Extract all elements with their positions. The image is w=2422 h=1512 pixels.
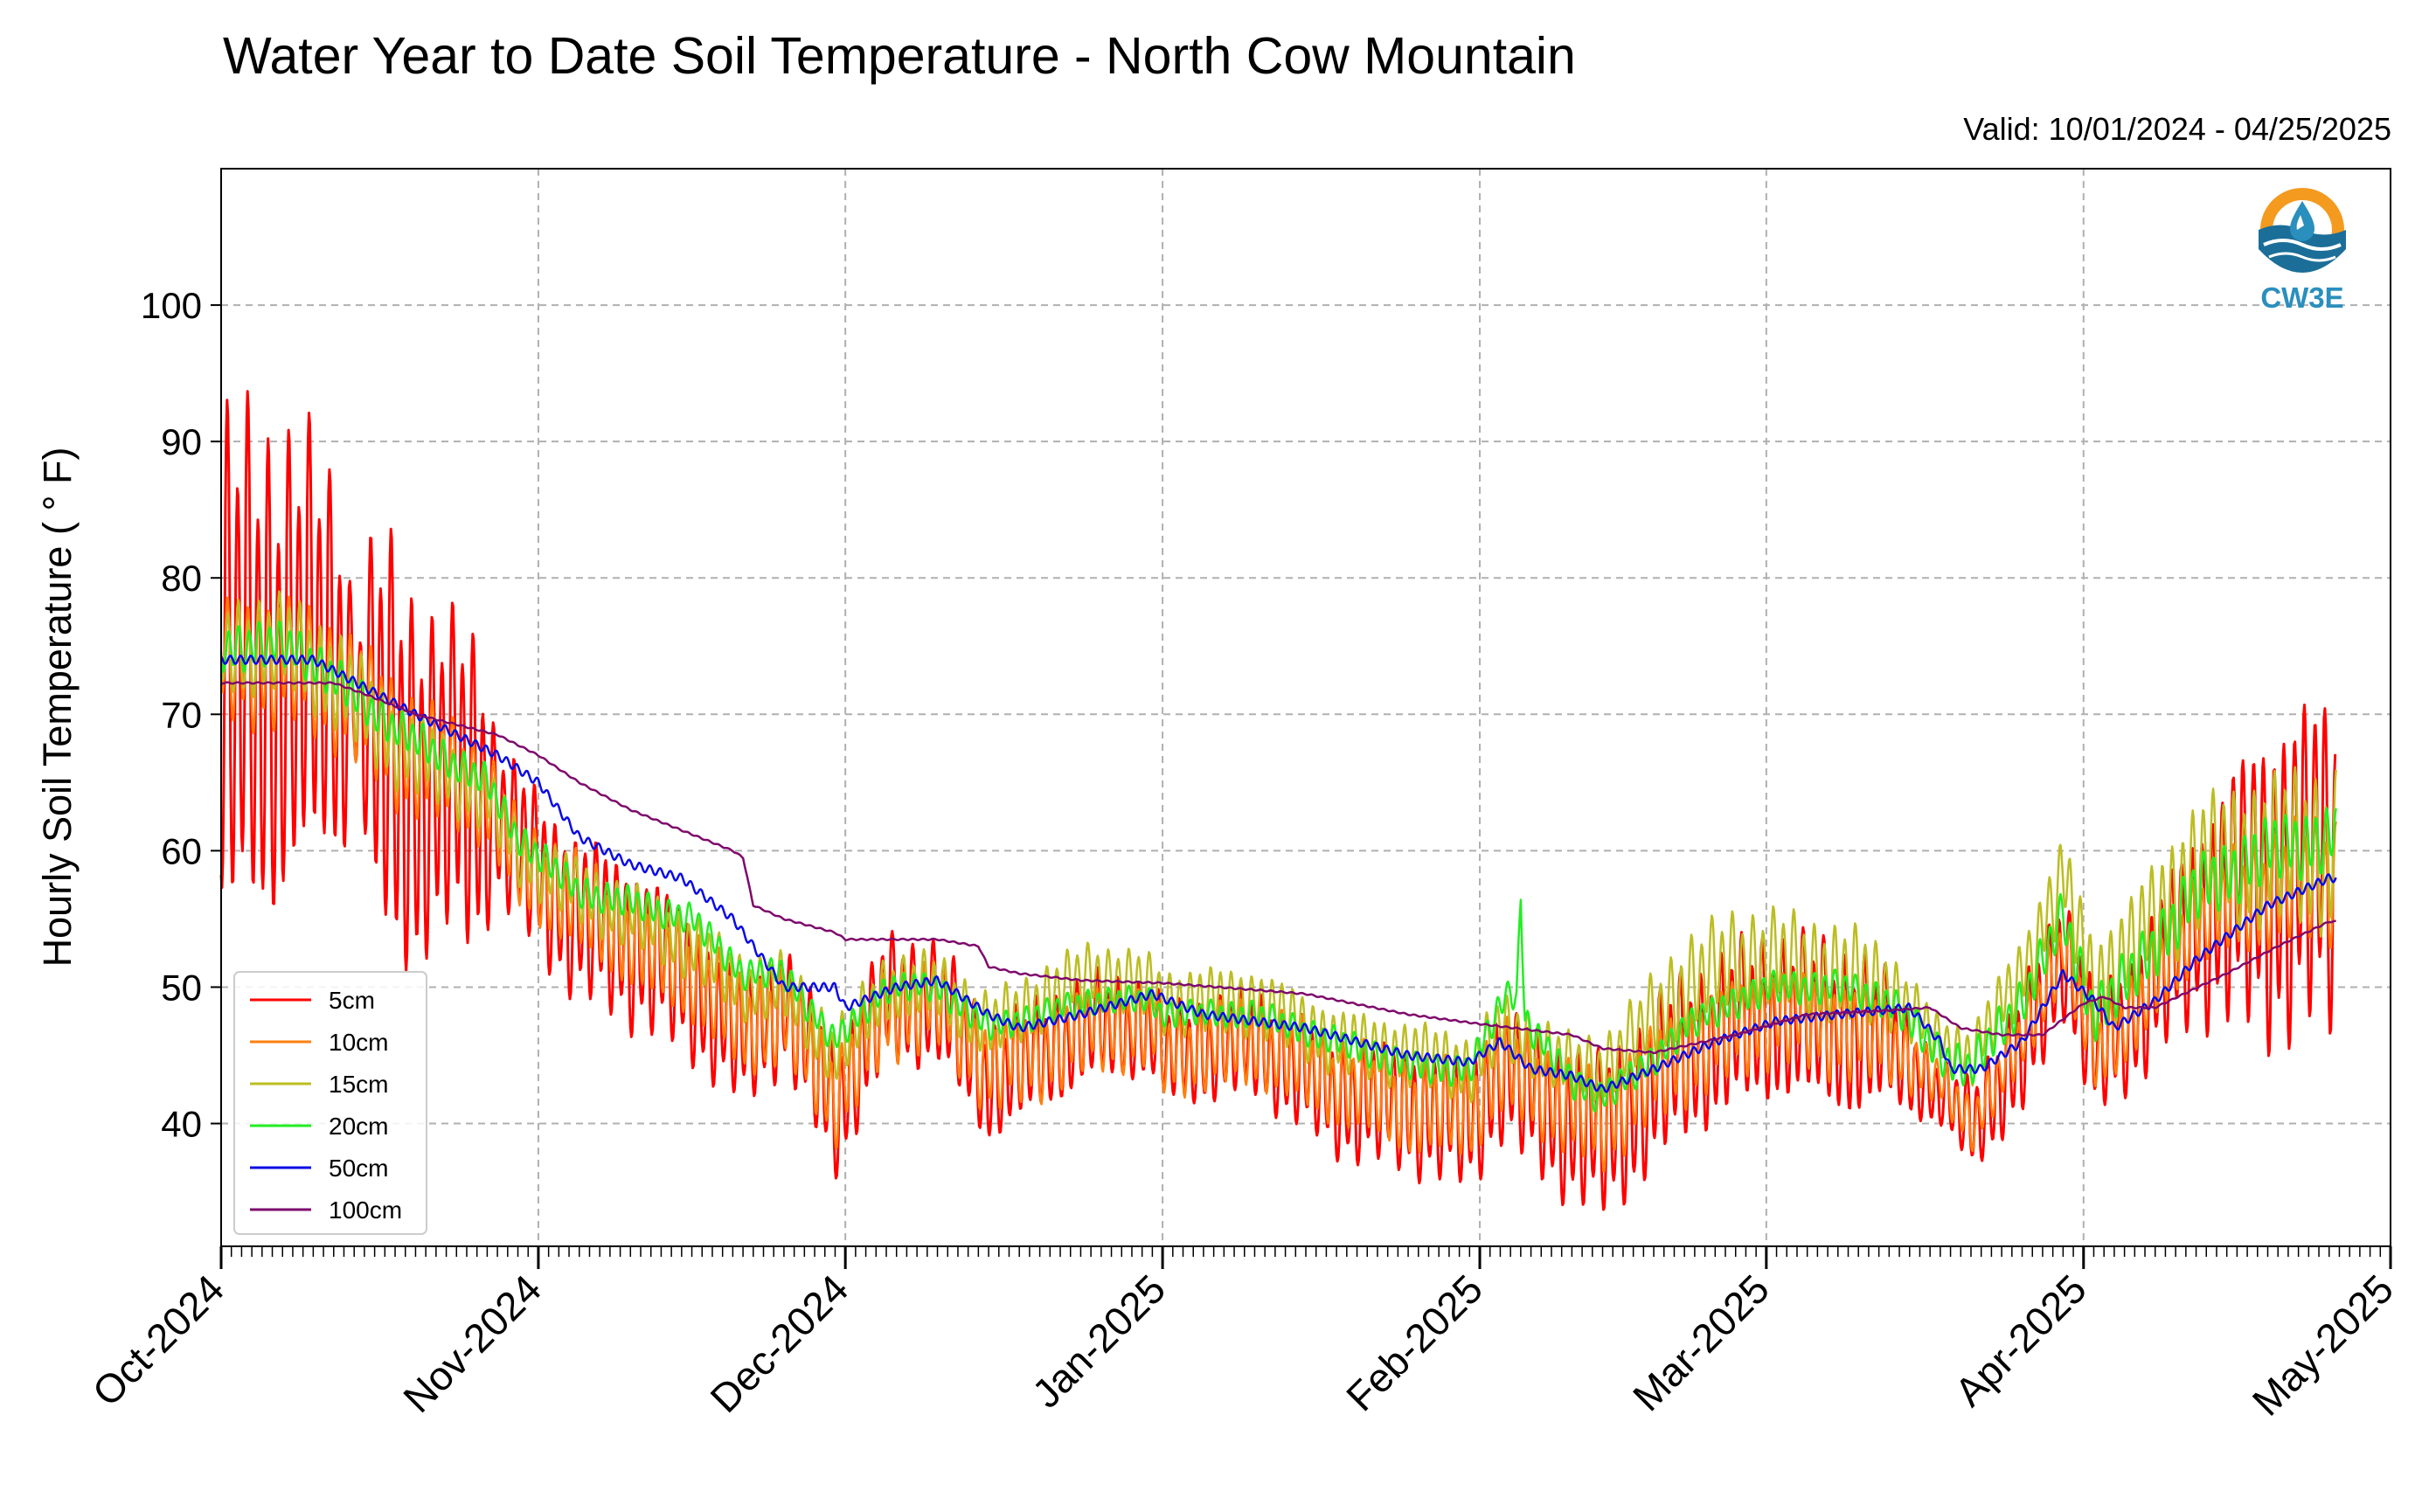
series-layer	[219, 390, 2337, 1211]
droplet-highlight-icon	[2296, 215, 2304, 230]
legend-label: 100cm	[329, 1196, 402, 1224]
chart-title: Water Year to Date Soil Temperature - No…	[223, 27, 1576, 85]
chart-subtitle: Valid: 10/01/2024 - 04/25/2025	[1963, 111, 2391, 147]
y-tick-label: 80	[161, 558, 202, 599]
y-tick-label: 60	[161, 830, 202, 871]
legend-label: 10cm	[329, 1029, 388, 1056]
series-line-50cm	[219, 654, 2337, 1093]
y-tick-label: 100	[141, 285, 202, 326]
legend-label: 5cm	[329, 987, 375, 1014]
y-tick-label: 40	[161, 1104, 202, 1145]
y-tick-label: 70	[161, 694, 202, 735]
y-axis-label: Hourly Soil Temperature ( ° F)	[35, 447, 80, 968]
legend: 5cm 10cm 15cm 20cm 50cm 100cm	[233, 971, 427, 1235]
series-line-100cm	[220, 681, 2336, 1055]
y-tick-label: 90	[161, 421, 202, 462]
series-line-15cm	[219, 590, 2337, 1104]
legend-label: 20cm	[329, 1113, 388, 1140]
cw3e-logo: CW3E	[2259, 188, 2346, 314]
legend-entries: 5cm 10cm 15cm 20cm 50cm 100cm	[250, 987, 402, 1224]
logo-wave-light	[2263, 239, 2342, 251]
legend-label: 50cm	[329, 1155, 388, 1182]
logo-wave-light-2	[2268, 252, 2336, 262]
logo-text: CW3E	[2260, 281, 2343, 314]
y-tick-label: 50	[161, 967, 202, 1008]
legend-label: 15cm	[329, 1071, 388, 1098]
